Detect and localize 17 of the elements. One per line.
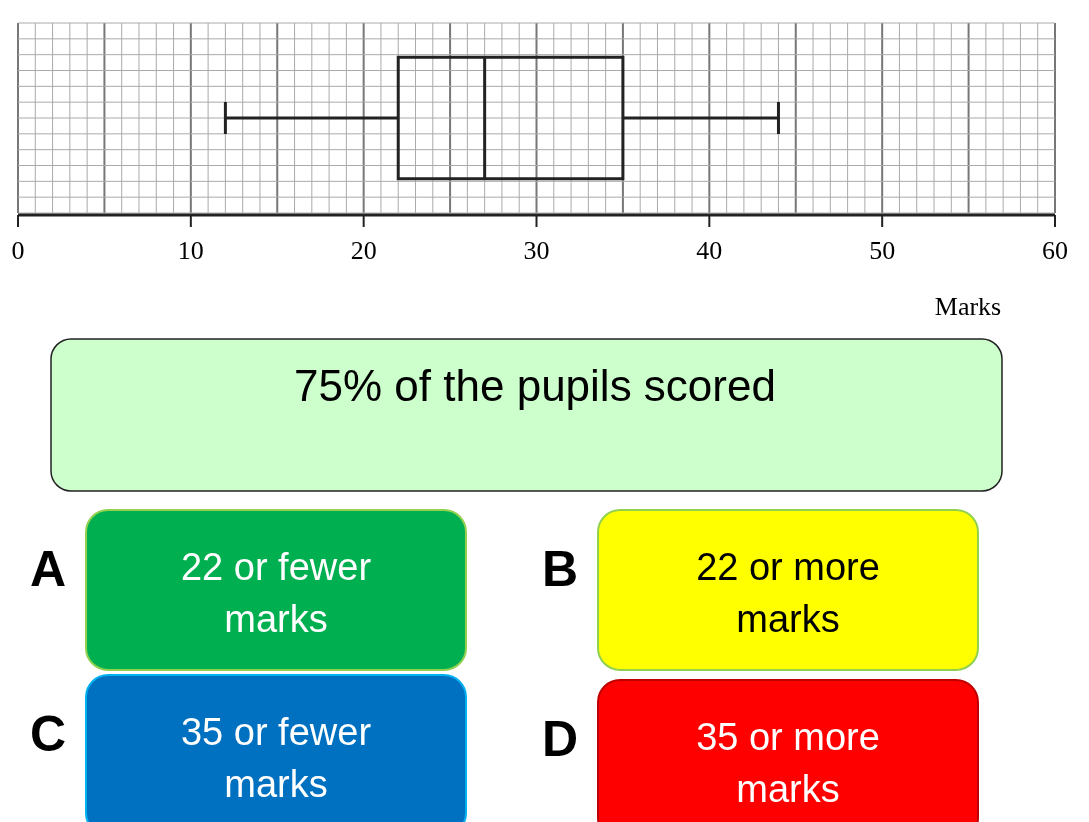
text: 35 or fewer marks	[180, 711, 372, 805]
text: B	[541, 540, 579, 597]
x-tick-label: 0	[11, 236, 25, 265]
text: D	[541, 710, 579, 767]
x-tick-label: 10	[177, 236, 204, 265]
x-tick-label: 20	[350, 236, 377, 265]
x-tick-label: 50	[869, 236, 896, 265]
x-axis-title: Marks	[934, 292, 1002, 321]
text: C	[29, 705, 67, 762]
x-tick-label: 60	[1042, 236, 1068, 265]
text: 75% of the pupils scored	[294, 361, 776, 410]
text: 22 or more marks	[696, 546, 880, 640]
x-tick-label: 30	[523, 236, 550, 265]
text: 22 or fewer marks	[180, 546, 372, 640]
text: 35 or more marks	[696, 716, 880, 810]
text: A	[29, 540, 67, 597]
x-tick-label: 40	[696, 236, 723, 265]
